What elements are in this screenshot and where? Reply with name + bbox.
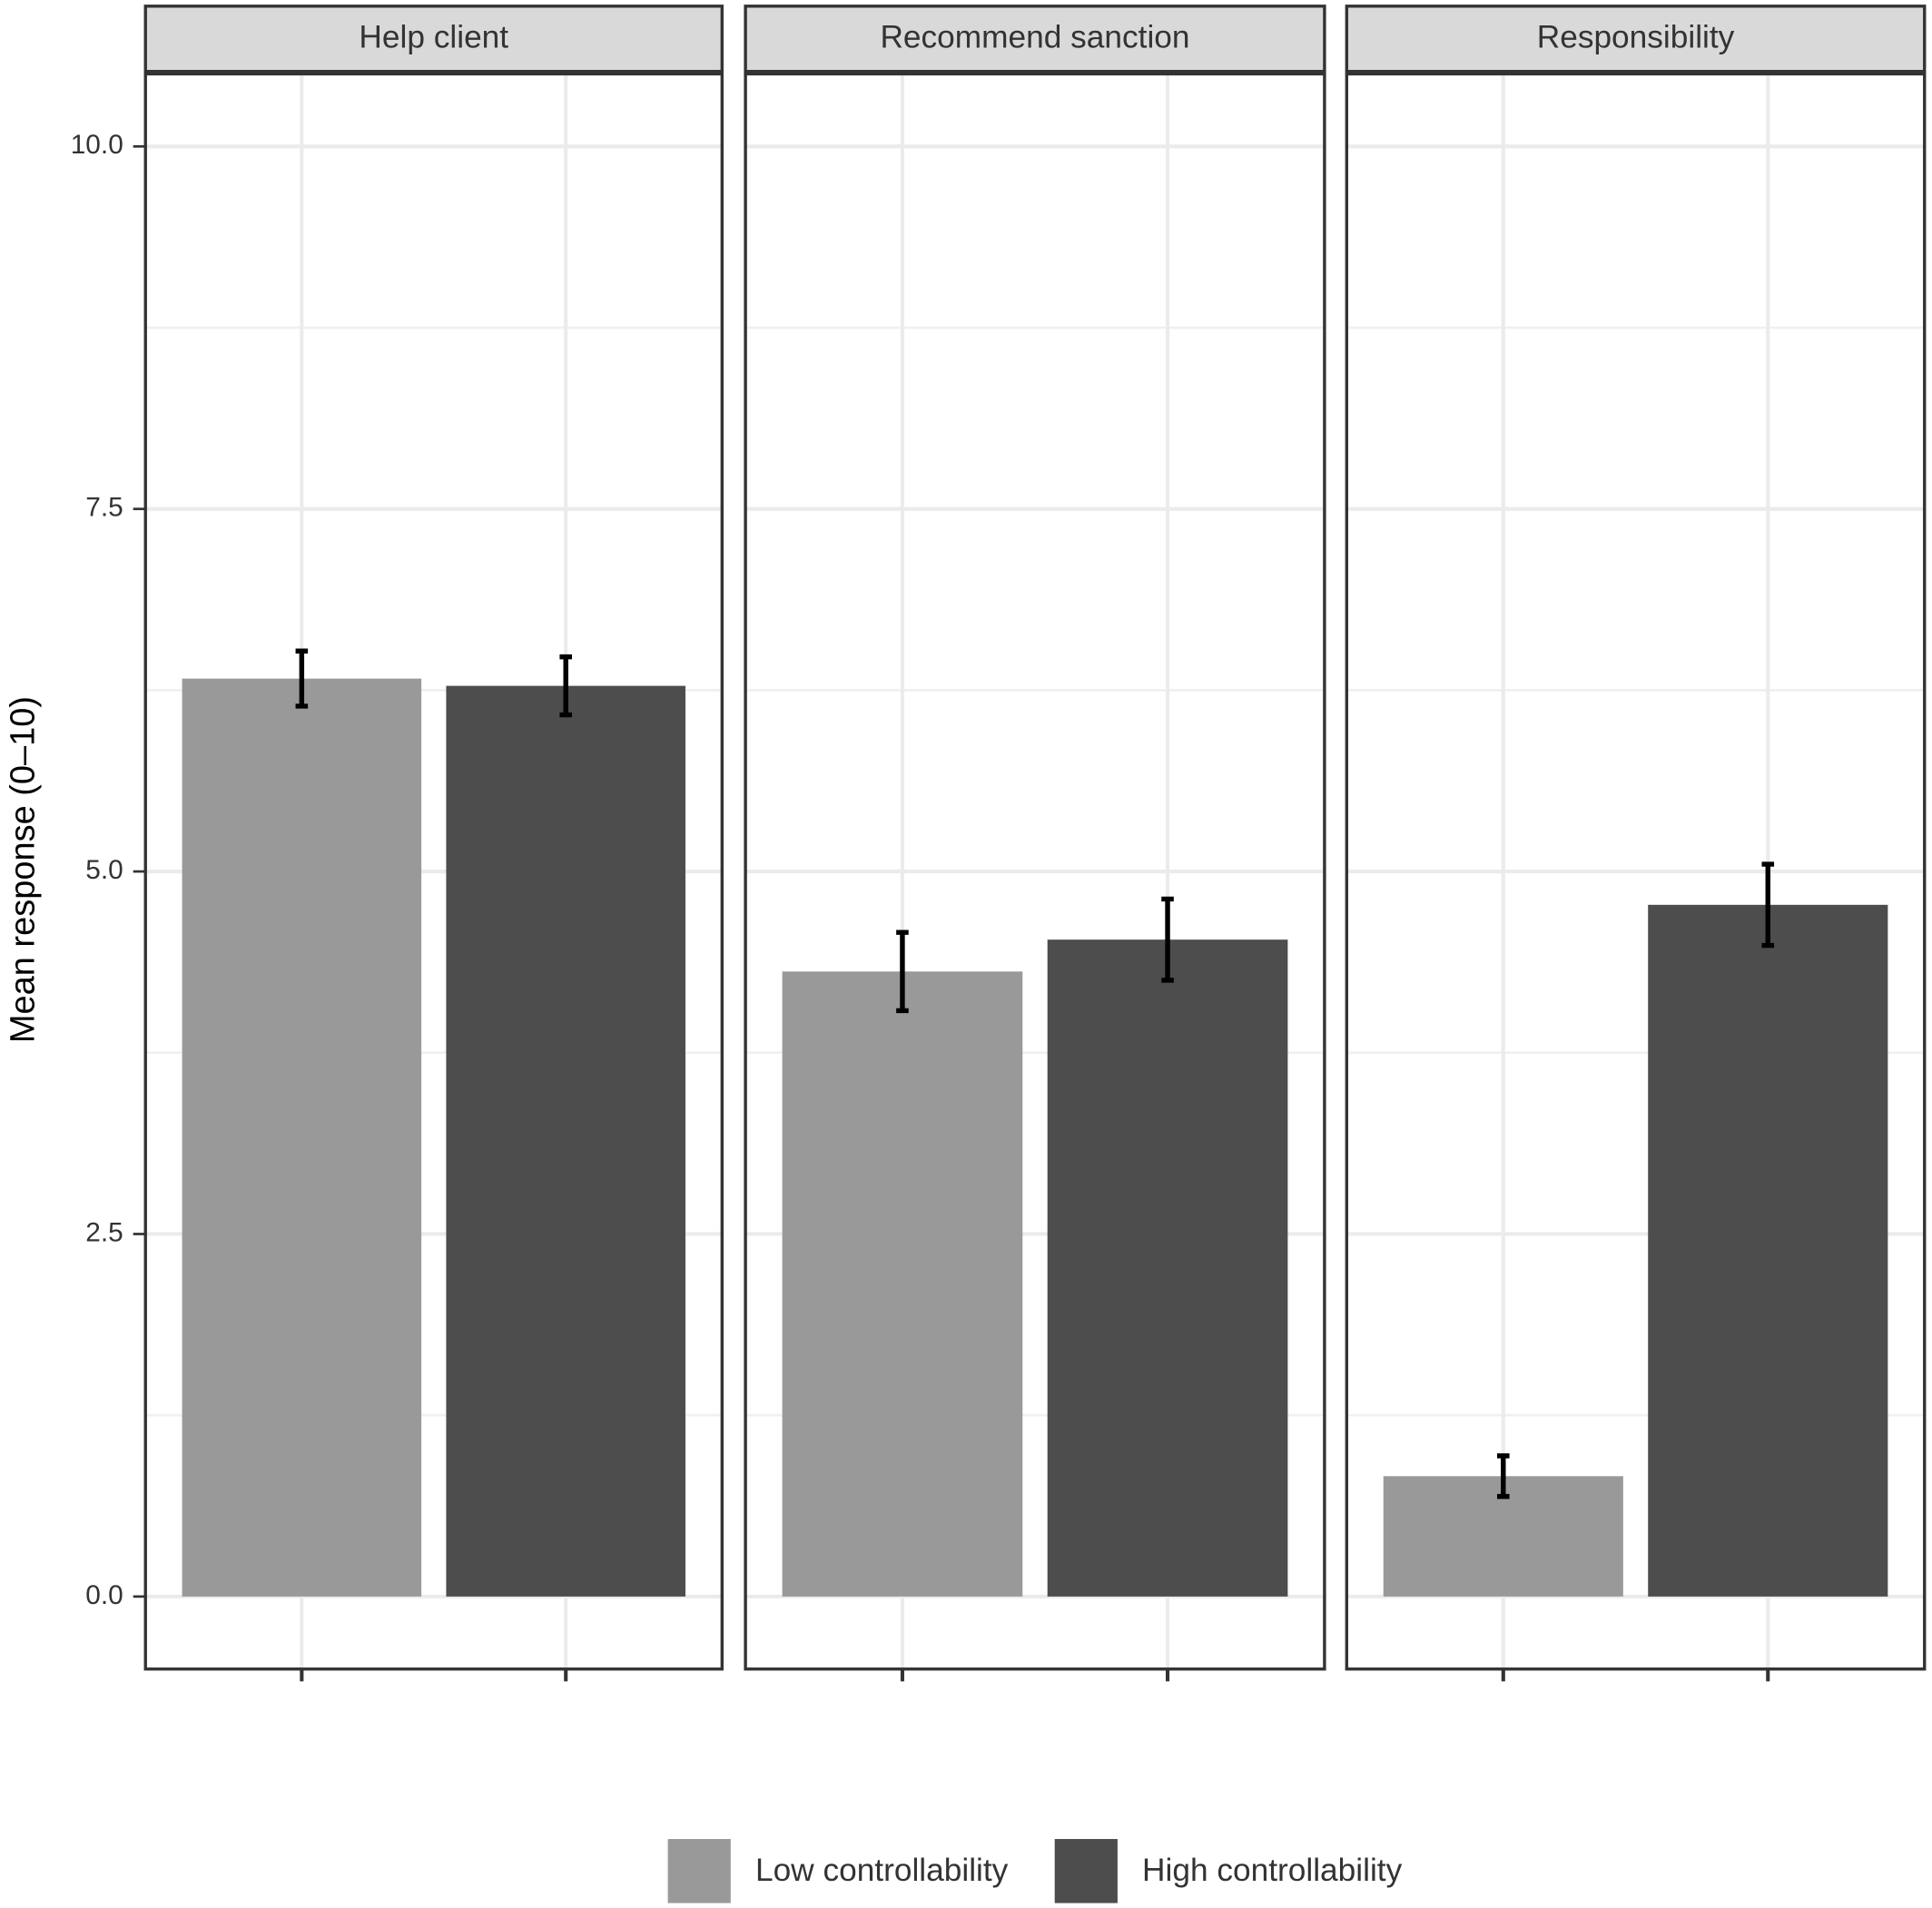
bar (1648, 904, 1888, 1597)
facet-strip (744, 5, 1326, 74)
panel-border (1345, 72, 1927, 1671)
panel-border (744, 72, 1326, 1671)
bar (446, 685, 685, 1597)
facet-strip (143, 5, 724, 74)
error-bar (559, 654, 572, 718)
bar (782, 971, 1023, 1597)
legend-label: High controllability (1142, 1853, 1403, 1888)
facet-label: Help client (359, 20, 508, 55)
y-tick-label: 0.0 (85, 1580, 123, 1610)
error-bar (295, 648, 309, 709)
legend-swatch (1054, 1839, 1118, 1903)
panel-border (143, 72, 724, 1671)
y-tick-label: 5.0 (85, 855, 123, 885)
error-bar (1161, 896, 1174, 983)
y-tick-label: 2.5 (85, 1217, 123, 1247)
error-bar (896, 929, 909, 1014)
facet-label: Responsibility (1537, 20, 1735, 55)
error-bar (1761, 861, 1775, 949)
bar (1047, 939, 1288, 1597)
bar (182, 678, 422, 1597)
y-tick-label: 7.5 (85, 493, 123, 523)
error-bar (1497, 1453, 1510, 1500)
facet-strip (1345, 5, 1927, 74)
facet-label: Recommend sanction (880, 20, 1189, 55)
y-axis-label: Mean response (0–10) (4, 696, 42, 1043)
legend-label: Low controllability (755, 1853, 1009, 1888)
y-tick-label: 10.0 (71, 130, 123, 160)
legend-swatch (667, 1839, 731, 1903)
